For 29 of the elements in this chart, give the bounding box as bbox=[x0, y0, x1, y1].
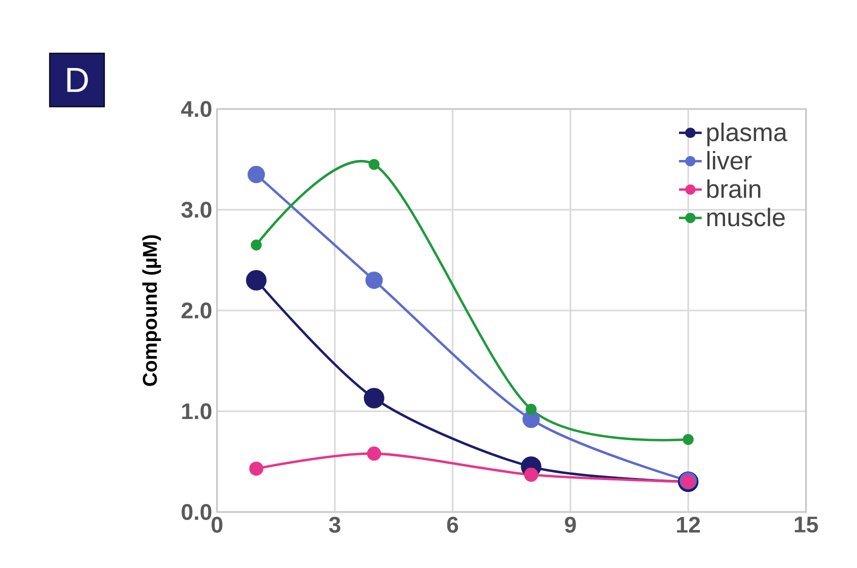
point bbox=[368, 158, 380, 170]
x-tick-label: 6 bbox=[447, 516, 458, 533]
legend-label: liver bbox=[707, 151, 752, 170]
point bbox=[250, 240, 262, 250]
point bbox=[522, 410, 540, 428]
y-tick-label: 1.0 bbox=[182, 403, 212, 420]
x-tick-label: 0 bbox=[212, 516, 222, 533]
y-tick-label: 3.0 bbox=[181, 202, 212, 218]
x-tick-label: 15 bbox=[794, 516, 818, 533]
point bbox=[246, 270, 267, 291]
y-tick-label: 4.0 bbox=[181, 100, 212, 118]
legend-label: muscle bbox=[707, 208, 785, 226]
point bbox=[248, 166, 265, 184]
point bbox=[524, 468, 538, 482]
point bbox=[367, 446, 382, 461]
legend-label: plasma bbox=[707, 122, 788, 146]
y-tick-label: 0.0 bbox=[182, 504, 212, 520]
point bbox=[682, 434, 694, 445]
point bbox=[364, 388, 384, 408]
point bbox=[526, 404, 537, 415]
point bbox=[365, 272, 383, 289]
x-tick-label: 3 bbox=[329, 516, 340, 533]
y-tick-label: 2.0 bbox=[182, 302, 212, 319]
x-tick-label: 12 bbox=[677, 516, 700, 533]
x-tick-label: 9 bbox=[564, 516, 576, 533]
y-axis-title: Compound (µM) bbox=[142, 235, 161, 386]
text: D bbox=[67, 68, 88, 92]
legend-label: brain bbox=[707, 179, 760, 198]
point bbox=[249, 462, 264, 476]
